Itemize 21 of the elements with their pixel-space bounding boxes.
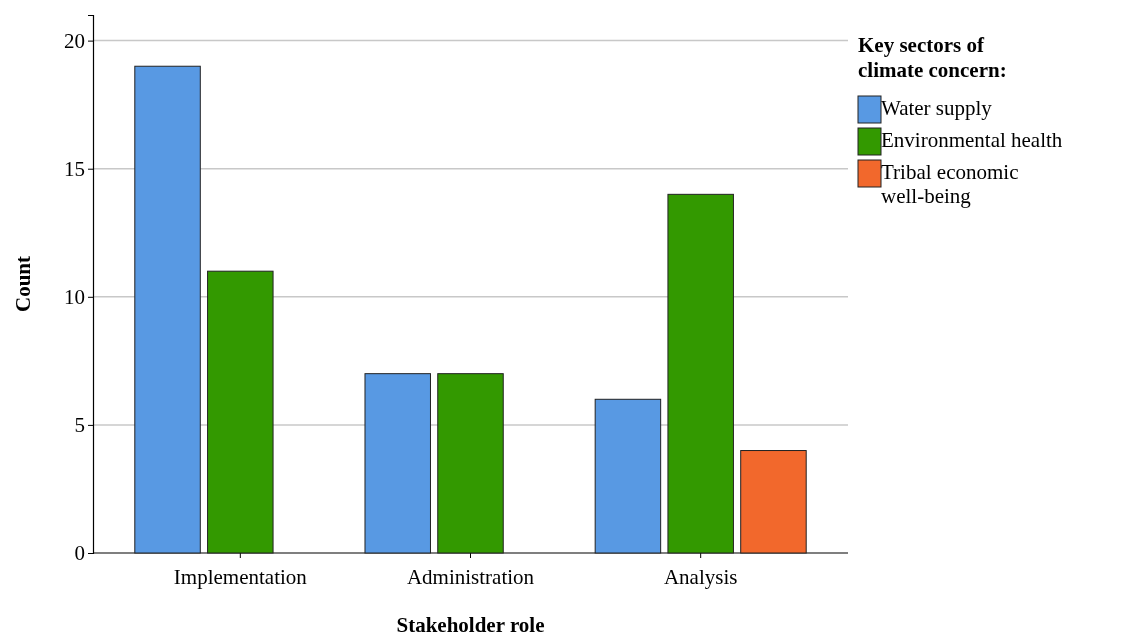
bar <box>134 65 201 554</box>
legend-label: Tribal economic well-being <box>881 160 1019 208</box>
bar <box>364 373 431 554</box>
bar <box>667 193 734 554</box>
y-tick-label: 0 <box>74 541 85 566</box>
x-tick-label: Implementation <box>173 565 308 590</box>
bar <box>437 373 504 554</box>
y-axis-title: Count <box>11 255 35 313</box>
y-tick-label: 5 <box>74 413 85 438</box>
legend-label: Water supply <box>881 96 993 120</box>
x-tick-label: Analysis <box>663 565 738 590</box>
y-tick-label: 15 <box>64 156 85 181</box>
legend-title: Key sectors of climate concern: <box>858 33 1007 82</box>
bar <box>740 450 807 554</box>
x-tick-label: Administration <box>406 565 535 590</box>
bar <box>594 398 662 554</box>
y-tick-label: 20 <box>64 28 85 53</box>
x-axis-title: Stakeholder role <box>396 613 545 637</box>
bar <box>207 270 274 554</box>
y-tick-label: 10 <box>64 285 85 310</box>
legend-label: Environmental health <box>881 128 1063 152</box>
